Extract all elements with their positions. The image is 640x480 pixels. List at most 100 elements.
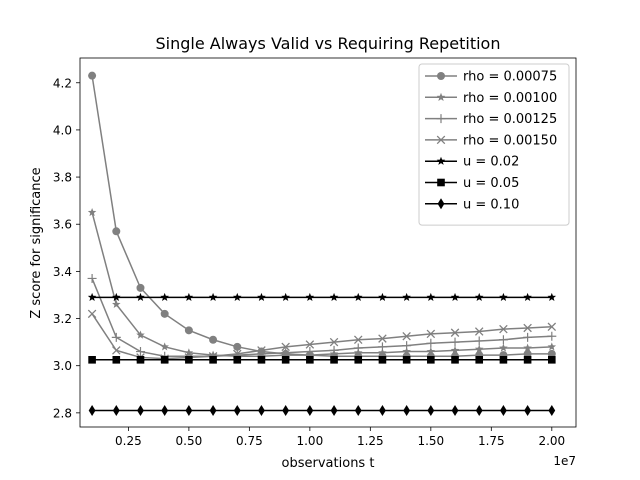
data-point (474, 336, 484, 346)
data-point (426, 347, 436, 356)
data-point (282, 404, 290, 416)
data-point (329, 337, 339, 347)
x-tick-label: 1.50 (417, 434, 444, 448)
data-point (402, 331, 411, 341)
y-axis-label: Z score for significance (29, 167, 44, 318)
data-point (451, 404, 459, 416)
data-point (500, 404, 507, 416)
data-point (281, 292, 290, 301)
data-point (160, 342, 169, 351)
x-tick-label: 0.25 (115, 434, 142, 448)
data-point (426, 329, 436, 339)
legend-marker (436, 114, 446, 124)
x-tick-label: 2.00 (538, 434, 565, 448)
data-point (209, 335, 218, 344)
data-point (450, 328, 460, 337)
data-point (379, 404, 386, 416)
series-line (91, 75, 552, 358)
data-point (233, 404, 241, 416)
data-point (474, 327, 484, 336)
data-point (160, 292, 169, 301)
data-point (136, 283, 145, 292)
data-point (135, 347, 145, 357)
data-point (257, 356, 266, 364)
legend-marker (436, 135, 446, 145)
data-point (523, 292, 532, 301)
legend-marker (436, 92, 446, 101)
data-point (451, 356, 459, 364)
y-tick-label: 3.8 (53, 171, 72, 185)
data-point (209, 356, 217, 364)
data-point (427, 404, 435, 416)
data-point (112, 227, 121, 236)
data-point (185, 404, 193, 416)
data-point (160, 356, 169, 364)
data-point (112, 346, 121, 355)
data-point (111, 332, 121, 342)
data-point (281, 356, 290, 364)
data-point (329, 345, 339, 355)
data-point (547, 331, 557, 341)
legend-box (418, 63, 570, 226)
data-point (402, 341, 412, 351)
data-point (136, 330, 145, 339)
data-point (426, 292, 436, 301)
data-point (87, 292, 97, 301)
x-tick-label: 1.25 (357, 434, 384, 448)
data-point (161, 404, 169, 416)
data-point (547, 292, 557, 301)
data-point (353, 292, 363, 301)
data-point (112, 299, 121, 309)
y-tick-label: 4.2 (53, 76, 72, 90)
data-point (499, 343, 508, 352)
data-point (281, 348, 291, 358)
data-point (137, 404, 144, 416)
data-point (450, 337, 460, 347)
y-tick-label: 3.6 (53, 218, 72, 232)
data-point (329, 292, 339, 301)
y-tick-label: 2.8 (53, 406, 72, 420)
data-point (112, 292, 121, 301)
x-tick-label: 1.75 (478, 434, 505, 448)
data-point (378, 348, 387, 357)
legend-label: u = 0.02 (463, 155, 519, 170)
data-point (547, 342, 557, 351)
axes-frame (79, 57, 577, 428)
data-point (257, 292, 266, 301)
data-point (353, 343, 363, 353)
data-point (402, 292, 411, 301)
data-point (232, 292, 242, 301)
data-point (354, 404, 362, 416)
legend-marker (437, 198, 445, 210)
data-point (474, 344, 484, 353)
data-point (403, 404, 411, 416)
data-point (450, 345, 460, 355)
data-point (233, 356, 242, 364)
data-point (427, 356, 435, 364)
data-point (498, 335, 508, 345)
x-axis-label: observations t (282, 456, 375, 471)
data-point (499, 324, 508, 334)
data-point (450, 292, 460, 301)
data-point (377, 342, 387, 352)
legend-marker (437, 72, 445, 80)
data-point (547, 322, 557, 332)
data-point (112, 404, 120, 416)
data-point (353, 335, 363, 345)
y-tick-label: 4.0 (53, 123, 72, 137)
data-point (402, 347, 411, 356)
legend-entry-4: rho = 0.00150 (425, 133, 557, 148)
series-6 (88, 356, 556, 364)
data-point (136, 356, 145, 364)
data-point (499, 292, 508, 301)
data-point (258, 404, 265, 416)
data-point (87, 309, 97, 319)
data-point (378, 356, 387, 364)
legend-label: rho = 0.00100 (463, 91, 557, 106)
data-point (136, 292, 145, 301)
data-point (88, 404, 96, 416)
legend-marker (437, 178, 445, 187)
legend-label: u = 0.05 (463, 176, 519, 191)
data-point (305, 347, 315, 357)
data-point (523, 323, 532, 333)
